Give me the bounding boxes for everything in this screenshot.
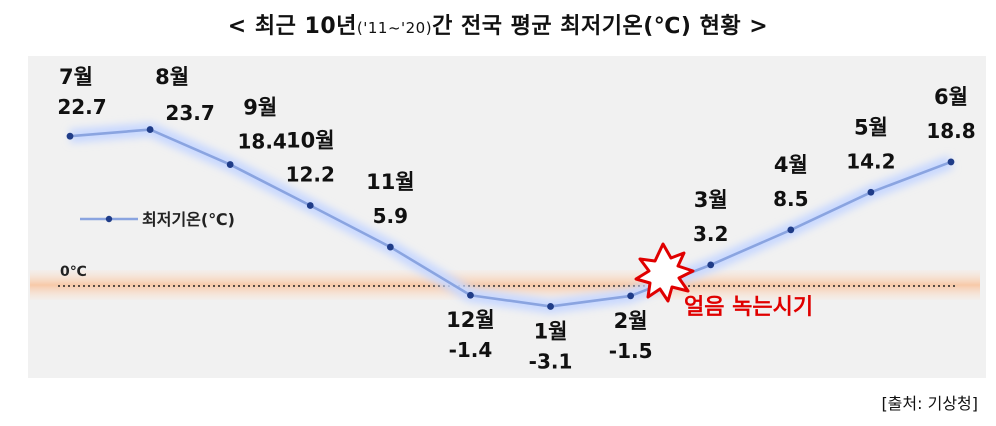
month-label: 2월: [614, 309, 648, 333]
source-credit: [출처: 기상청]: [881, 394, 978, 413]
data-point: [467, 291, 474, 299]
value-label: 18.4: [238, 130, 287, 154]
data-point: [707, 261, 715, 269]
data-point: [306, 202, 314, 209]
legend: 최저기온(℃): [80, 210, 235, 229]
month-label: 12월: [446, 308, 495, 332]
month-label: 6월: [934, 85, 968, 109]
legend-label: 최저기온(℃): [142, 210, 235, 229]
melt-annotation: 얼음 녹는시기: [684, 295, 813, 320]
value-label: 3.2: [693, 222, 728, 246]
data-point: [547, 303, 554, 310]
data-point: [787, 226, 795, 234]
value-label: -3.1: [529, 349, 573, 373]
starburst-icon: [634, 242, 695, 303]
month-label: 11월: [366, 170, 415, 194]
month-label: 7월: [59, 65, 93, 89]
legend-marker: [105, 215, 113, 223]
value-label: 14.2: [846, 149, 895, 173]
month-label: 1월: [534, 319, 568, 343]
value-label: 22.7: [57, 95, 106, 119]
month-label: 8월: [155, 65, 189, 89]
chart-title: < 최근 10년('11~'20)간 전국 평균 최저기온(℃) 현황 >: [0, 8, 996, 40]
data-point: [867, 188, 875, 196]
value-label: 23.7: [165, 101, 214, 125]
month-label: 10월: [286, 128, 335, 152]
month-label: 9월: [243, 96, 277, 120]
month-label: 5월: [854, 115, 888, 139]
series-line: [69, 128, 952, 308]
data-point: [226, 161, 234, 168]
chart-marks: 7월 22.7 8월 23.7 9월 18.4 10월 12.2 11월 5.9 12월 -1.4 1월…: [57, 65, 975, 373]
chart-title-suffix: 간 전국 평균 최저기온(℃) 현황 >: [432, 14, 769, 39]
data-point: [386, 243, 394, 251]
value-label: -1.4: [449, 338, 493, 362]
value-label: -1.5: [609, 339, 653, 363]
chart-title-prefix: < 최근 10년: [227, 14, 357, 39]
chart-title-period: ('11~'20): [356, 19, 433, 37]
month-label: 3월: [694, 188, 728, 212]
value-label: 5.9: [373, 204, 408, 228]
value-label: 18.8: [926, 119, 975, 143]
zero-label: 0℃: [60, 264, 87, 280]
value-label: 8.5: [773, 187, 808, 211]
data-point: [627, 292, 635, 300]
data-point: [947, 158, 955, 166]
data-point: [146, 126, 154, 133]
month-label: 4월: [774, 153, 808, 177]
data-point: [66, 132, 74, 140]
value-label: 12.2: [286, 162, 335, 186]
